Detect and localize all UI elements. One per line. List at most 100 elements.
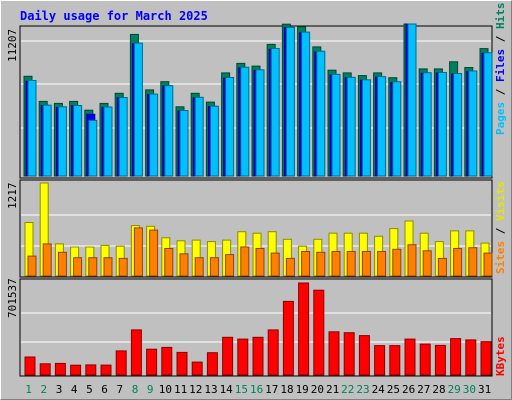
sites-bar <box>361 251 371 277</box>
kbytes-bar <box>313 289 325 376</box>
sites-bar <box>149 229 159 277</box>
kbytes-bar <box>404 338 416 376</box>
sites-bar <box>194 257 204 277</box>
sites-bar <box>407 244 417 277</box>
sites-bar <box>133 227 143 277</box>
pages-bar <box>225 77 235 177</box>
x-tick-label: 25 <box>387 383 400 396</box>
pages-bar <box>118 97 128 177</box>
pages-bar <box>285 26 295 177</box>
x-tick-label: 4 <box>71 383 78 396</box>
kbytes-bar <box>419 343 431 376</box>
sites-bar <box>331 251 341 277</box>
pages-bar <box>437 72 447 177</box>
x-tick-labels: 1 2 3 4 5 6 7 8 9 10 11 12 13 14 15 16 17 18 19 20 21 22 23 24 2… <box>25 383 491 396</box>
kbytes-bar <box>176 351 188 376</box>
sites-bar <box>57 251 67 277</box>
x-tick-label: 3 <box>56 383 63 396</box>
pages-bar <box>301 31 311 177</box>
kbytes-bar <box>39 363 51 376</box>
sites-bar <box>103 257 113 277</box>
kbytes-bar <box>85 364 97 376</box>
pages-bar <box>103 106 113 177</box>
x-tick-label: 20 <box>311 383 324 396</box>
top-bars <box>23 23 493 177</box>
pages-bar <box>361 79 371 177</box>
middle-bars <box>24 182 493 277</box>
bottom-bars <box>24 282 492 376</box>
pages-bar <box>270 48 280 177</box>
x-tick-label: 28 <box>432 383 445 396</box>
kbytes-bar <box>267 329 279 376</box>
kbytes-bar <box>115 350 127 376</box>
bottom-max-label: 701537 <box>6 278 19 318</box>
pages-bar <box>483 52 493 177</box>
sites-bar <box>179 253 189 277</box>
kbytes-bar <box>222 336 234 376</box>
kbytes-bar <box>54 362 66 376</box>
kbytes-bar <box>450 338 462 376</box>
pages-bar <box>133 42 143 177</box>
sites-bar <box>42 243 52 277</box>
pages-bar <box>179 110 189 177</box>
legend-separator: / <box>494 82 507 102</box>
legend-kbytes: KBytes <box>494 336 507 376</box>
legend-hits: Hits <box>494 3 507 30</box>
kbytes-bar <box>282 300 294 376</box>
pages-bar <box>316 50 326 177</box>
x-tick-label: 31 <box>478 383 491 396</box>
kbytes-bar <box>389 345 401 376</box>
sites-bar <box>118 257 128 277</box>
x-tick-label: 6 <box>101 383 108 396</box>
x-tick-label: 11 <box>174 383 187 396</box>
x-tick-label: 18 <box>280 383 293 396</box>
sites-bar <box>88 257 98 277</box>
x-tick-label: 16 <box>250 383 263 396</box>
pages-bar <box>194 96 204 177</box>
kbytes-bar <box>434 344 446 376</box>
x-tick-label: 21 <box>326 383 339 396</box>
x-tick-label: 19 <box>296 383 309 396</box>
sites-bar <box>301 251 311 277</box>
sites-bar <box>164 248 174 277</box>
top-max-label: 11207 <box>6 29 19 62</box>
legend-pages: Pages <box>494 102 507 135</box>
pages-bar <box>88 119 98 177</box>
pages-bar <box>392 81 402 177</box>
kbytes-bar <box>374 345 386 376</box>
kbytes-bar <box>70 364 82 376</box>
pages-bar <box>422 72 432 177</box>
kbytes-bar <box>358 335 370 376</box>
kbytes-bar <box>343 332 355 376</box>
kbytes-bar <box>298 282 310 376</box>
kbytes-bar <box>161 346 173 376</box>
bottom-legend: KBytes <box>494 336 507 376</box>
x-tick-label: 12 <box>189 383 202 396</box>
x-tick-label: 15 <box>235 383 248 396</box>
x-tick-label: 5 <box>86 383 93 396</box>
kbytes-bar <box>465 339 477 376</box>
kbytes-bar <box>100 364 112 376</box>
sites-bar <box>392 248 402 277</box>
x-tick-label: 17 <box>265 383 278 396</box>
legend-separator: / <box>494 29 507 49</box>
legend-separator: / <box>494 221 507 241</box>
pages-bar <box>240 66 250 177</box>
pages-bar <box>255 69 265 177</box>
pages-bar <box>73 105 83 177</box>
sites-bar <box>453 248 463 277</box>
sites-bar <box>422 250 432 277</box>
sites-bar <box>285 257 295 277</box>
sites-bar <box>316 251 326 277</box>
pages-bar <box>27 80 37 177</box>
pages-bar <box>468 70 478 177</box>
sites-bar <box>255 248 265 277</box>
x-tick-label: 24 <box>372 383 386 396</box>
middle-legend: Sites / Visits <box>494 181 507 274</box>
x-tick-label: 26 <box>402 383 415 396</box>
x-tick-label: 2 <box>40 383 47 396</box>
kbytes-bar <box>480 341 492 376</box>
sites-bar <box>27 255 37 277</box>
pages-bar <box>164 85 174 177</box>
